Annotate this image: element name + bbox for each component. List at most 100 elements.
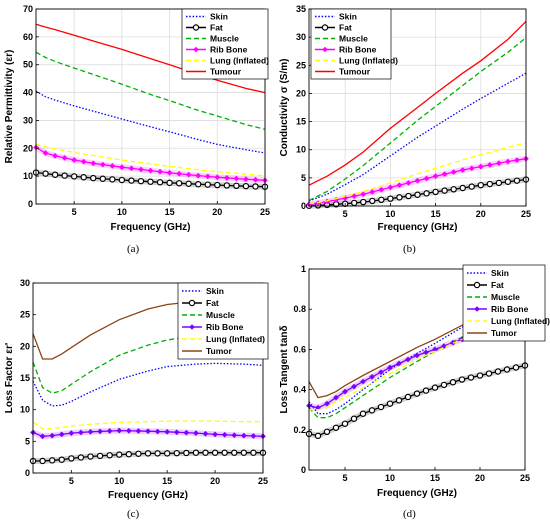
data-point — [467, 374, 475, 381]
series-muscle — [308, 308, 526, 419]
series-tumour — [308, 20, 527, 186]
data-point — [504, 158, 511, 165]
data-point — [431, 384, 439, 391]
data-point — [80, 158, 87, 165]
x-axis-label: Frequency (GHz) — [110, 222, 190, 233]
x-tick-label: 25 — [520, 473, 530, 483]
data-point — [405, 192, 412, 200]
legend-label: Muscle — [339, 34, 368, 44]
y-tick-label: 0 — [28, 199, 33, 209]
data-point — [173, 449, 180, 457]
series-line — [32, 362, 264, 407]
series-tumour — [35, 23, 266, 94]
y-tick-label: 10 — [296, 145, 306, 155]
legend-label: Tumor — [491, 328, 518, 338]
series-group — [29, 300, 267, 465]
data-point — [154, 450, 161, 457]
data-point — [396, 182, 403, 189]
data-point — [52, 152, 59, 159]
y-tick-label: 5 — [25, 436, 30, 446]
data-point — [250, 449, 257, 456]
legend-label: Muscle — [491, 292, 520, 302]
data-point — [503, 366, 511, 373]
data-point — [97, 428, 104, 435]
legend-label: Fat — [491, 280, 504, 290]
data-point — [324, 400, 330, 407]
data-point — [423, 190, 430, 197]
data-point — [387, 184, 394, 191]
data-point — [125, 427, 132, 434]
legend-label: Muscle — [206, 310, 235, 320]
data-point — [513, 177, 521, 184]
data-point — [173, 429, 180, 436]
data-point — [494, 368, 502, 375]
x-tick-label: 25 — [258, 476, 268, 486]
data-point — [145, 428, 151, 435]
data-point — [476, 372, 484, 379]
legend-label: Lung (Inflated) — [491, 316, 550, 326]
x-tick-label: 5 — [69, 476, 74, 486]
y-tick-label: 60 — [23, 32, 33, 42]
series-rib-bone — [33, 144, 268, 184]
data-point — [468, 183, 475, 190]
data-point — [175, 180, 183, 187]
data-point — [333, 394, 339, 401]
tick-labels: 5 10 15 20 25 0 5 10 15 20 25 30 — [20, 278, 268, 486]
series-skin — [32, 362, 264, 407]
series-line — [308, 72, 527, 202]
data-point — [486, 161, 493, 168]
series-fat — [305, 362, 529, 440]
x-tick-label: 20 — [212, 207, 222, 217]
series-lung-inflated — [309, 314, 526, 411]
data-point — [214, 174, 221, 181]
data-point — [128, 177, 135, 184]
data-point — [138, 166, 144, 173]
legend-label: Fat — [206, 298, 219, 308]
data-point — [250, 432, 257, 439]
data-point — [396, 194, 403, 201]
data-point — [48, 457, 56, 464]
legend-marker — [473, 281, 481, 289]
data-point — [116, 427, 123, 434]
x-tick-label: 5 — [72, 207, 77, 217]
y-tick-label: 70 — [23, 4, 33, 14]
y-tick-label: 10 — [20, 405, 30, 415]
data-point — [192, 449, 200, 456]
data-point — [204, 181, 211, 188]
data-point — [195, 172, 202, 179]
y-tick-label: 15 — [296, 117, 306, 127]
axes-frame — [308, 8, 527, 207]
legend-marker — [474, 306, 480, 312]
x-tick-label: 15 — [165, 207, 175, 217]
x-tick-label: 15 — [431, 209, 441, 219]
data-point — [90, 174, 97, 182]
data-point — [118, 176, 126, 184]
legend-marker — [188, 299, 196, 307]
data-point — [332, 424, 340, 431]
data-point — [369, 373, 375, 380]
data-point — [183, 449, 190, 457]
series-lung-inflated — [35, 143, 266, 177]
data-point — [211, 449, 219, 456]
x-tick-label: 20 — [476, 209, 486, 219]
data-point — [128, 165, 135, 172]
legend-label: Rib Bone — [206, 322, 244, 332]
data-point — [514, 157, 520, 164]
legend-marker — [322, 46, 328, 53]
data-point — [214, 181, 221, 189]
y-tick-label: 25 — [296, 60, 306, 70]
data-point — [233, 182, 240, 189]
series-line — [309, 314, 526, 411]
series-line — [32, 333, 264, 394]
data-point — [61, 172, 68, 179]
data-point — [42, 150, 49, 156]
data-point — [450, 186, 457, 193]
data-point — [240, 432, 247, 439]
data-point — [441, 187, 448, 194]
series-lung-inflated — [308, 142, 527, 205]
data-point — [58, 456, 65, 463]
data-point — [77, 429, 84, 436]
legend-label: Skin — [339, 12, 357, 22]
